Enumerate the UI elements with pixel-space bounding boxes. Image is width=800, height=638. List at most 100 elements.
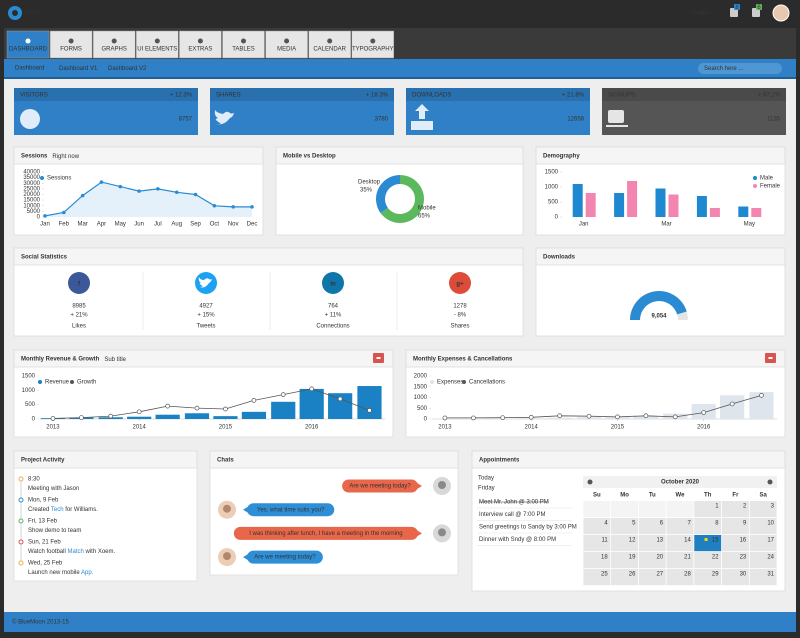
calendar-cell[interactable] [694,535,722,552]
timeline-dot [18,476,24,482]
calendar-cell[interactable] [694,552,722,569]
appointment-item: Send greetings to Sandy by 3:00 PM [479,525,577,531]
legend-label: Male [760,176,774,182]
calendar-cell[interactable] [638,518,666,535]
calendar-cell[interactable] [666,552,694,569]
social-icon[interactable] [68,272,90,294]
nav-icon [284,38,290,44]
stat-label: VISITORS [20,93,48,99]
activity-link[interactable]: Match [67,549,83,555]
calendar-cell[interactable] [749,569,777,586]
calendar-cell[interactable] [611,569,639,586]
panel-header [405,349,786,368]
calendar-date: 9 [743,521,747,527]
x-tick-label: Sep [190,222,201,228]
social-icon[interactable] [449,272,471,294]
calendar-cell[interactable] [749,535,777,552]
nav-tab[interactable] [179,30,222,59]
point [212,203,217,208]
calendar-date: 13 [656,538,663,544]
calendar-cell[interactable] [666,518,694,535]
stat-change: + 12.3% [170,93,193,99]
activity-time: Fri, 13 Feb [28,519,58,525]
panel-button-icon [768,357,773,359]
calendar-cell[interactable] [583,535,611,552]
calendar-date: 21 [684,555,691,561]
calendar-date: 17 [767,538,774,544]
social-glyph [198,277,212,288]
point [586,413,592,419]
calendar-cell[interactable] [583,552,611,569]
badge [734,4,740,10]
nav-tab[interactable] [92,30,136,59]
nav-tab[interactable] [308,30,351,59]
stat-icon [20,109,40,129]
calendar-cell[interactable] [721,569,749,586]
y-tick-label: 500 [548,200,559,206]
slice-label: Mobile [418,206,436,212]
calendar-cell[interactable] [749,552,777,569]
panel-header [535,146,786,165]
nav-tab[interactable] [49,30,93,59]
nav-tab[interactable] [222,30,265,59]
calendar-cell[interactable] [611,552,639,569]
activity-time: Sun, 21 Feb [28,540,61,546]
nav-icon [68,38,74,44]
calendar-cell[interactable] [666,569,694,586]
calendar-cell[interactable] [611,518,639,535]
panel-header [209,450,459,469]
calendar-cell[interactable] [583,518,611,535]
badge [756,4,762,10]
calendar-cell[interactable] [638,552,666,569]
y-tick-label: 30000 [23,181,40,187]
calendar-cell[interactable] [638,569,666,586]
chat-bubble-tail [417,483,422,489]
legend-swatch [40,176,44,180]
nav-label: TABLES [232,47,255,53]
topbar-icon[interactable] [752,8,760,17]
calendar-cell[interactable] [694,569,722,586]
calendar-cell[interactable] [583,569,611,586]
bar [155,414,180,419]
social-icon[interactable] [322,272,344,294]
y-tick-label: 5000 [27,209,41,215]
calendar-prev[interactable] [587,479,593,485]
calendar-cell[interactable] [721,552,749,569]
calendar-cell[interactable] [611,535,639,552]
nav-label: DASHBOARD [9,47,48,53]
y-tick-label: 10000 [23,203,40,209]
stat-icon [411,121,433,130]
calendar-cell[interactable] [721,501,749,518]
point [79,415,84,420]
user-avatar[interactable] [772,4,790,22]
point [729,401,735,407]
x-tick-label: May [115,222,126,228]
topbar-icon[interactable] [730,8,738,17]
calendar-cell[interactable] [694,518,722,535]
calendar-next[interactable] [767,479,773,485]
nav-tab[interactable] [6,30,50,59]
bar [668,194,679,217]
timeline-dot [18,539,24,545]
calendar-cell[interactable] [721,518,749,535]
calendar-cell[interactable] [694,501,722,518]
activity-link[interactable]: Tech [51,507,64,513]
point [701,410,707,415]
point [165,403,170,409]
nav-tab[interactable] [136,30,179,59]
panel-header [13,146,264,165]
calendar-cell[interactable] [666,535,694,552]
calendar-cell[interactable] [749,501,777,518]
nav-tab[interactable] [351,30,395,59]
search-box[interactable] [698,63,782,74]
calendar-cell[interactable] [721,535,749,552]
calendar-cell[interactable] [638,535,666,552]
calendar-cell [638,501,666,518]
nav-tab[interactable] [265,30,308,59]
legend-swatch [70,380,74,384]
calendar-cell[interactable] [749,518,777,535]
nav-icon [327,38,333,44]
activity-link[interactable]: App. [81,570,94,576]
point [250,205,254,209]
